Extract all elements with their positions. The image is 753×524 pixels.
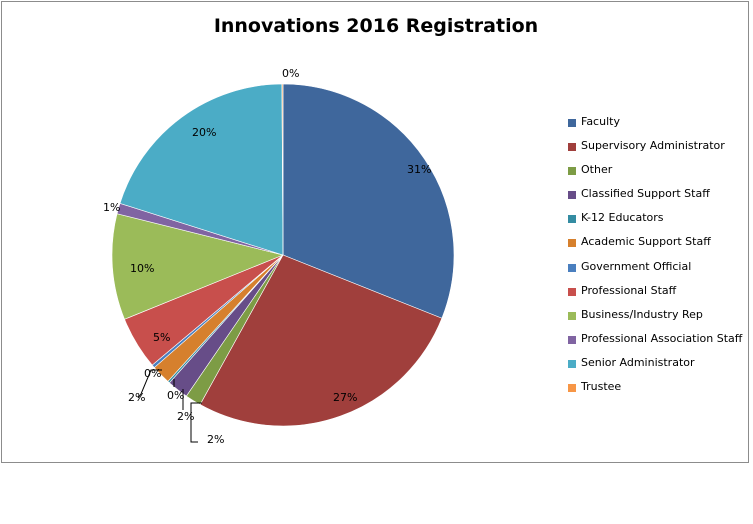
pie-slice-faculty bbox=[282, 83, 455, 319]
legend-label: Senior Administrator bbox=[581, 355, 695, 369]
chart-frame: Innovations 2016 Registration 31% 27% 2% 2%… bbox=[1, 1, 749, 463]
pie-chart: 31% 27% 2% 2% 0% 2% 0% 5% 10% 1% 20% 0% bbox=[103, 67, 455, 446]
legend-item: Trustee bbox=[568, 379, 750, 403]
data-label: 5% bbox=[153, 331, 170, 344]
legend-label: Academic Support Staff bbox=[581, 235, 711, 249]
data-label: 2% bbox=[128, 391, 145, 404]
legend-swatch bbox=[568, 384, 576, 393]
legend-swatch bbox=[568, 335, 576, 344]
legend-swatch bbox=[568, 215, 576, 224]
pie-slice-senior-administrator bbox=[119, 83, 284, 256]
legend-label: Trustee bbox=[581, 380, 622, 394]
data-label: 31% bbox=[407, 163, 431, 176]
legend-item: Classified Support Staff bbox=[568, 186, 750, 210]
legend-item: K-12 Educators bbox=[568, 210, 750, 234]
legend-swatch bbox=[568, 287, 576, 296]
legend-swatch bbox=[568, 119, 576, 127]
data-label: 1% bbox=[103, 201, 120, 214]
legend-label: Government Official bbox=[581, 259, 692, 273]
legend-label: Supervisory Administrator bbox=[581, 139, 725, 153]
leader-line bbox=[190, 402, 202, 443]
legend-item: Government Official bbox=[568, 259, 750, 283]
data-label: 0% bbox=[167, 389, 184, 402]
legend: Faculty Supervisory Administrator Other Cla… bbox=[568, 114, 750, 403]
data-label: 0% bbox=[282, 67, 299, 80]
legend-label: Business/Industry Rep bbox=[581, 307, 703, 321]
data-label: 2% bbox=[207, 433, 224, 446]
data-label: 2% bbox=[177, 410, 194, 423]
pie-slice-trustee bbox=[281, 83, 284, 256]
pie-slice-business-industry-rep bbox=[111, 213, 284, 320]
legend-label: Faculty bbox=[581, 115, 620, 128]
legend-swatch bbox=[568, 167, 576, 176]
legend-swatch bbox=[568, 311, 576, 320]
data-label: 10% bbox=[130, 262, 154, 275]
legend-swatch bbox=[568, 239, 576, 248]
data-label: 27% bbox=[333, 391, 357, 404]
legend-item: Business/Industry Rep bbox=[568, 307, 750, 331]
legend-item: Senior Administrator bbox=[568, 355, 750, 379]
legend-label: Professional Association Staff bbox=[581, 331, 743, 345]
leader-line bbox=[137, 369, 162, 399]
legend-item: Other bbox=[568, 162, 750, 186]
legend-swatch bbox=[568, 143, 576, 152]
legend-item: Faculty bbox=[568, 114, 750, 138]
pie-slice-supervisory-administrator bbox=[199, 254, 443, 427]
legend-item: Professional Staff bbox=[568, 283, 750, 307]
legend-label: Professional Staff bbox=[581, 283, 677, 297]
data-label: 20% bbox=[192, 126, 216, 139]
legend-label: K-12 Educators bbox=[581, 211, 664, 225]
legend-item: Academic Support Staff bbox=[568, 234, 750, 258]
legend-swatch bbox=[568, 359, 576, 368]
legend-item: Supervisory Administrator bbox=[568, 138, 750, 162]
data-label: 0% bbox=[144, 367, 161, 380]
legend-label: Classified Support Staff bbox=[581, 187, 710, 201]
legend-swatch bbox=[568, 191, 576, 200]
legend-label: Other bbox=[581, 163, 613, 177]
legend-item: Professional Association Staff bbox=[568, 331, 750, 355]
chart-title: Innovations 2016 Registration bbox=[213, 15, 539, 37]
legend-swatch bbox=[568, 263, 576, 272]
